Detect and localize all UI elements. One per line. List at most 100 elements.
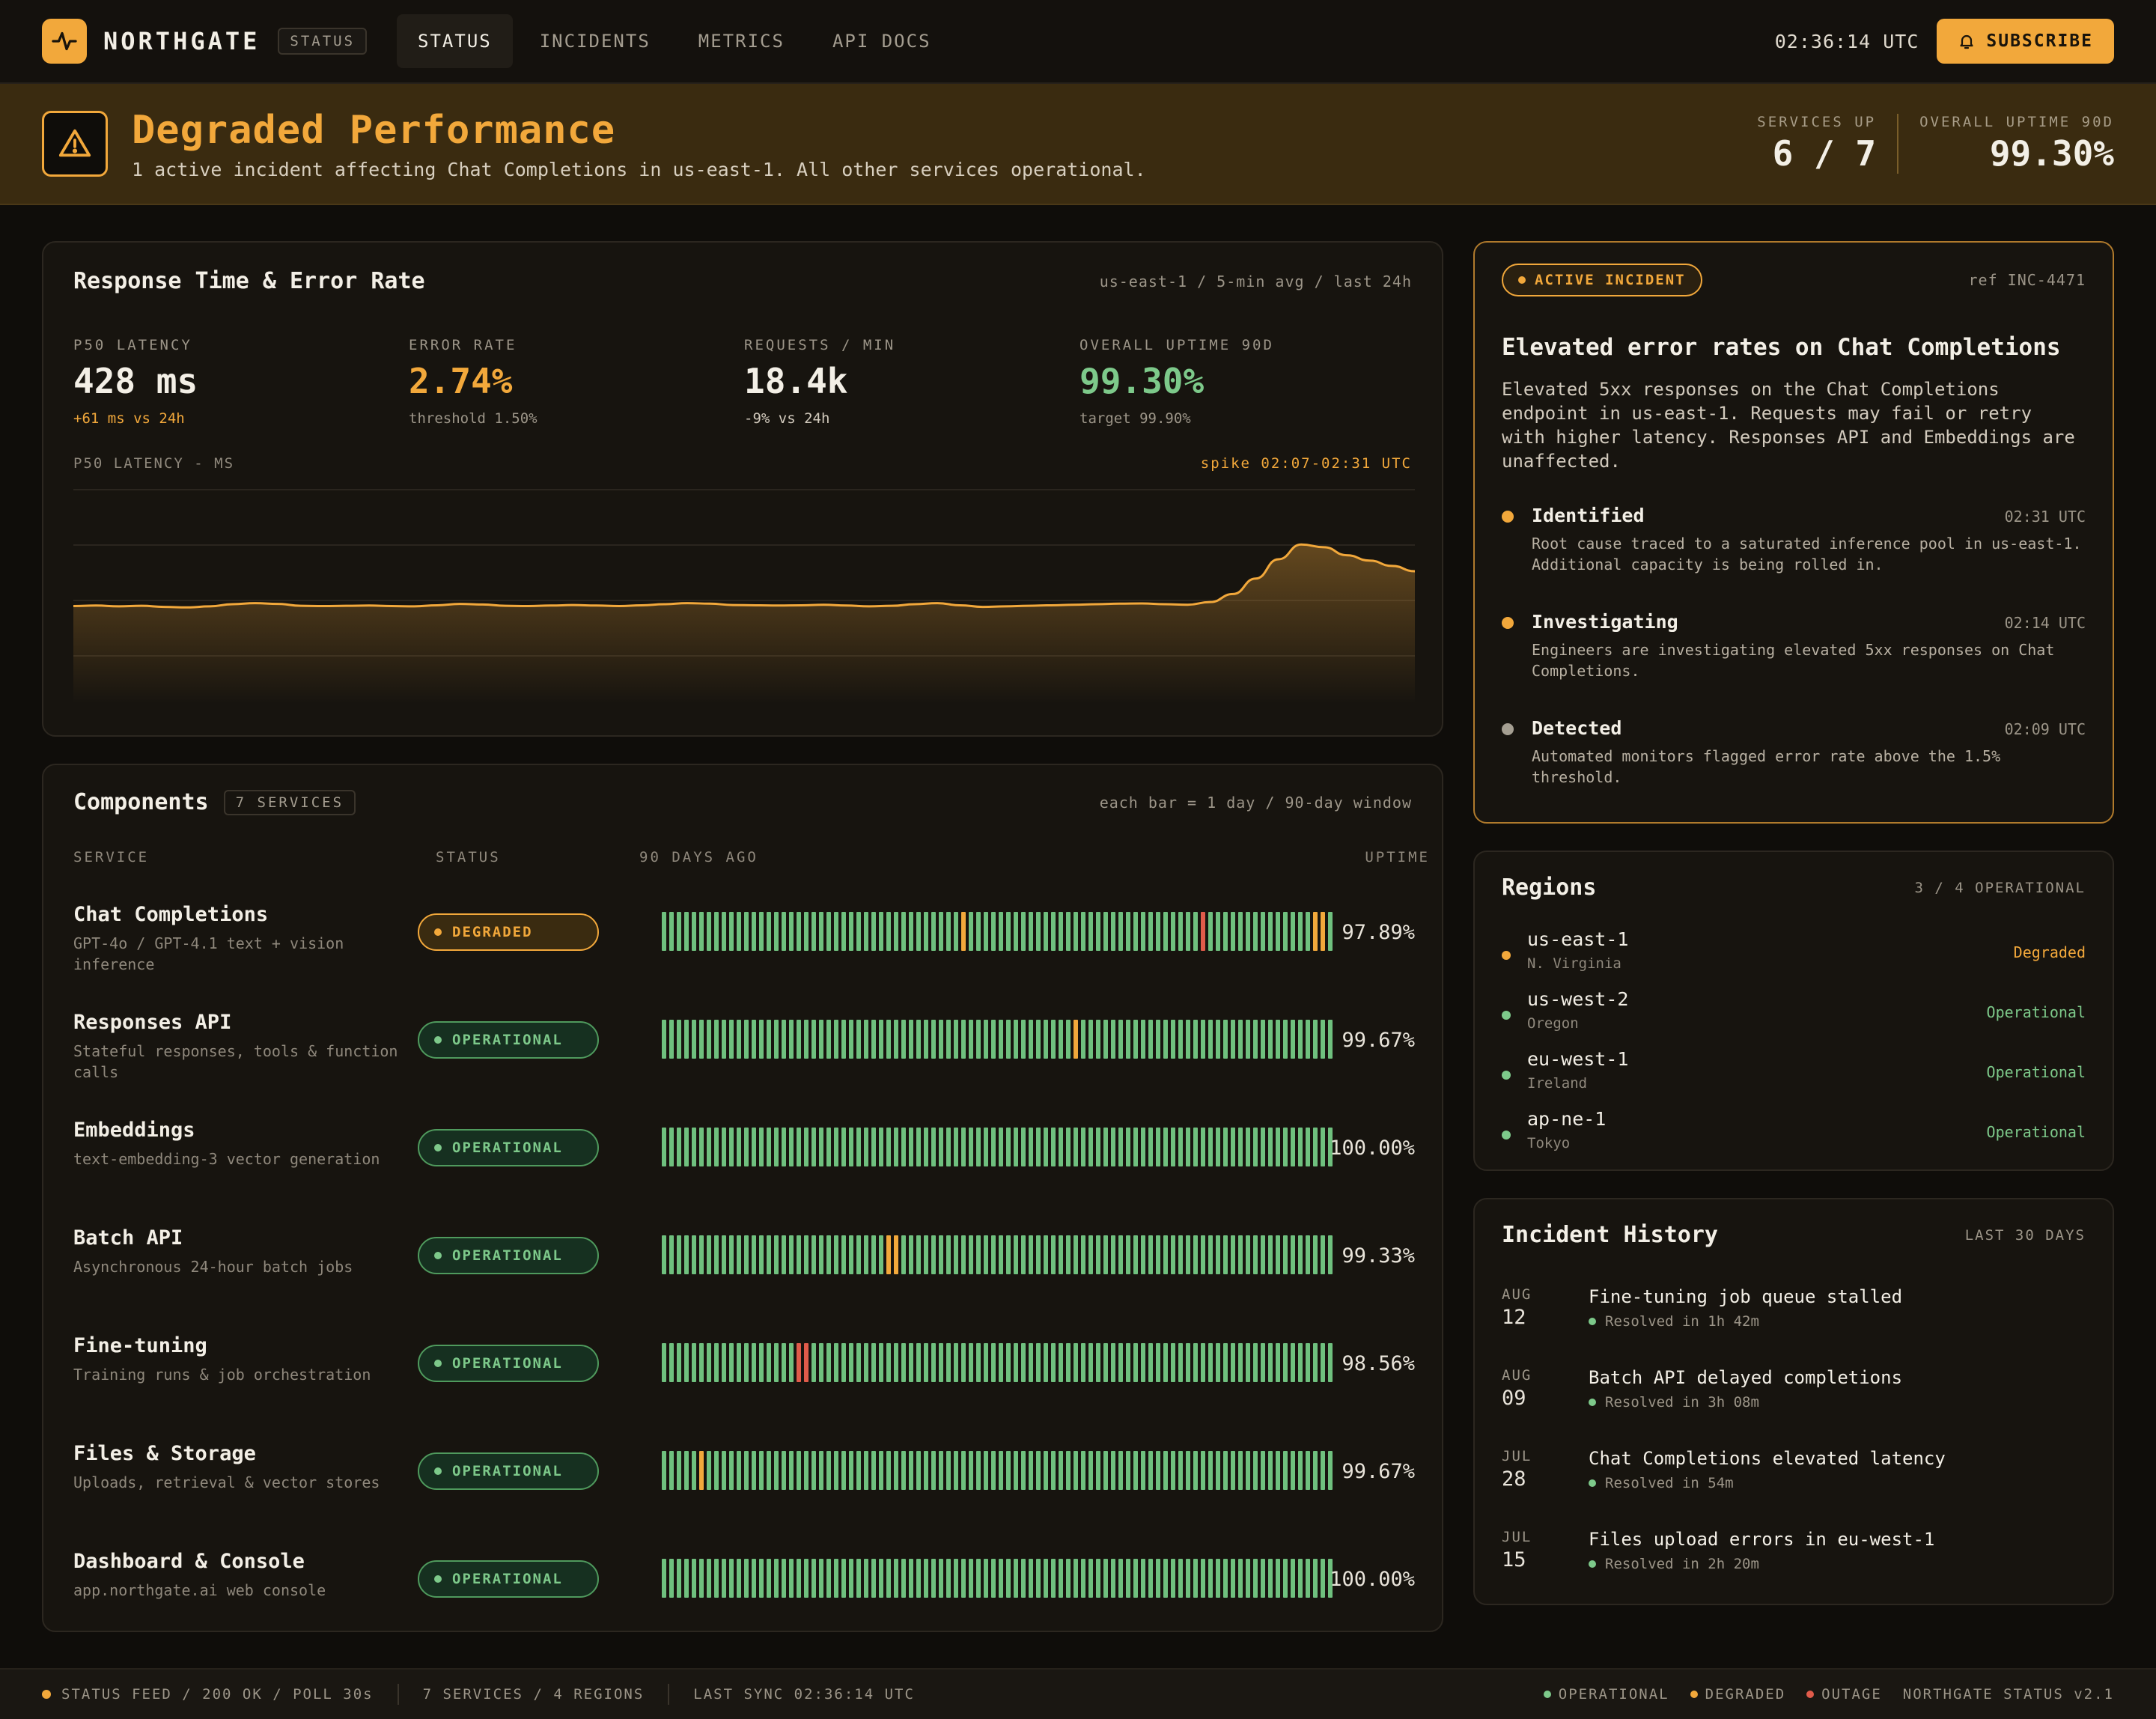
day-bar[interactable]: [1231, 1128, 1235, 1166]
day-bar[interactable]: [759, 1235, 764, 1274]
day-bar[interactable]: [924, 1343, 928, 1382]
day-bar[interactable]: [759, 1128, 764, 1166]
day-bar[interactable]: [1006, 912, 1011, 951]
day-bar[interactable]: [744, 1235, 749, 1274]
day-bar[interactable]: [1006, 1451, 1011, 1490]
day-bar[interactable]: [1118, 1235, 1123, 1274]
day-bar[interactable]: [744, 1559, 749, 1598]
day-bar[interactable]: [797, 912, 801, 951]
day-bar[interactable]: [1201, 1343, 1205, 1382]
day-bar[interactable]: [1283, 1451, 1288, 1490]
day-bar[interactable]: [759, 1343, 764, 1382]
day-bar[interactable]: [1306, 1235, 1310, 1274]
day-bar[interactable]: [1178, 1020, 1183, 1059]
day-bar[interactable]: [961, 1020, 966, 1059]
day-bar[interactable]: [1291, 1235, 1295, 1274]
day-bar[interactable]: [804, 1451, 808, 1490]
day-bar[interactable]: [1029, 1020, 1033, 1059]
day-bar[interactable]: [662, 1451, 666, 1490]
day-bar[interactable]: [767, 1235, 771, 1274]
day-bar[interactable]: [1006, 1343, 1011, 1382]
day-bar[interactable]: [707, 1559, 711, 1598]
day-bar[interactable]: [1253, 1128, 1258, 1166]
day-bar[interactable]: [774, 912, 779, 951]
day-bar[interactable]: [1111, 1020, 1115, 1059]
day-bar[interactable]: [1126, 1020, 1130, 1059]
day-bar[interactable]: [1193, 1559, 1198, 1598]
day-bar[interactable]: [1021, 912, 1026, 951]
component-row[interactable]: Responses API Stateful responses, tools &…: [73, 1011, 1415, 1119]
day-bar[interactable]: [916, 1235, 921, 1274]
region-eu-west-1[interactable]: eu-west-1 Ireland Operational: [1502, 1048, 2086, 1102]
day-bar[interactable]: [864, 912, 868, 951]
day-bar[interactable]: [1066, 1451, 1071, 1490]
day-bar[interactable]: [684, 1559, 689, 1598]
day-bar[interactable]: [737, 1451, 741, 1490]
day-bar[interactable]: [774, 1343, 779, 1382]
day-bar[interactable]: [804, 1559, 808, 1598]
day-bar[interactable]: [1216, 912, 1220, 951]
day-bar[interactable]: [684, 912, 689, 951]
day-bar[interactable]: [782, 1235, 786, 1274]
day-bar[interactable]: [1238, 1559, 1243, 1598]
day-bar[interactable]: [1141, 1451, 1145, 1490]
day-bar[interactable]: [939, 1451, 943, 1490]
day-bar[interactable]: [856, 912, 861, 951]
day-bar[interactable]: [1231, 1451, 1235, 1490]
day-bar[interactable]: [789, 1128, 794, 1166]
day-bar[interactable]: [789, 1559, 794, 1598]
day-bar[interactable]: [1201, 1235, 1205, 1274]
day-bar[interactable]: [767, 1451, 771, 1490]
day-bar[interactable]: [1088, 1343, 1093, 1382]
day-bar[interactable]: [669, 1128, 674, 1166]
day-bar[interactable]: [984, 1020, 988, 1059]
day-bar[interactable]: [699, 1235, 704, 1274]
region-us-east-1[interactable]: us-east-1 N. Virginia Degraded: [1502, 928, 2086, 982]
day-bar[interactable]: [1081, 912, 1085, 951]
day-bar[interactable]: [819, 912, 823, 951]
day-bar[interactable]: [752, 912, 756, 951]
day-bar[interactable]: [1328, 1451, 1333, 1490]
day-bar[interactable]: [909, 912, 913, 951]
day-bar[interactable]: [999, 1343, 1003, 1382]
day-bar[interactable]: [834, 1451, 838, 1490]
day-bar[interactable]: [924, 912, 928, 951]
day-bar[interactable]: [692, 1343, 696, 1382]
day-bar[interactable]: [909, 1559, 913, 1598]
day-bar[interactable]: [864, 1020, 868, 1059]
day-bar[interactable]: [864, 1235, 868, 1274]
day-bar[interactable]: [976, 1343, 981, 1382]
day-bar[interactable]: [864, 1343, 868, 1382]
day-bar[interactable]: [789, 1235, 794, 1274]
day-bar[interactable]: [1096, 1235, 1100, 1274]
day-bar[interactable]: [662, 1020, 666, 1059]
day-bar[interactable]: [797, 1128, 801, 1166]
day-bar[interactable]: [1163, 1020, 1168, 1059]
day-bar[interactable]: [1163, 1235, 1168, 1274]
day-bar[interactable]: [1291, 1451, 1295, 1490]
day-bar[interactable]: [939, 912, 943, 951]
day-bar[interactable]: [1006, 1235, 1011, 1274]
day-bar[interactable]: [1059, 1235, 1063, 1274]
day-bar[interactable]: [999, 1128, 1003, 1166]
day-bar[interactable]: [931, 1343, 936, 1382]
day-bar[interactable]: [1193, 1451, 1198, 1490]
day-bar[interactable]: [1298, 1235, 1303, 1274]
day-bar[interactable]: [774, 1020, 779, 1059]
day-bar[interactable]: [1231, 1559, 1235, 1598]
day-bar[interactable]: [707, 912, 711, 951]
day-bar[interactable]: [707, 1343, 711, 1382]
day-bar[interactable]: [1126, 1559, 1130, 1598]
day-bar[interactable]: [991, 1235, 996, 1274]
day-bar[interactable]: [1268, 1128, 1273, 1166]
day-bar[interactable]: [849, 1559, 853, 1598]
day-bar[interactable]: [909, 1020, 913, 1059]
day-bar[interactable]: [879, 1343, 883, 1382]
day-bar[interactable]: [774, 1128, 779, 1166]
day-bar[interactable]: [797, 1235, 801, 1274]
day-bar[interactable]: [976, 1020, 981, 1059]
day-bar[interactable]: [662, 912, 666, 951]
day-bar[interactable]: [1291, 1128, 1295, 1166]
day-bar[interactable]: [1103, 1128, 1108, 1166]
day-bar[interactable]: [1103, 1451, 1108, 1490]
